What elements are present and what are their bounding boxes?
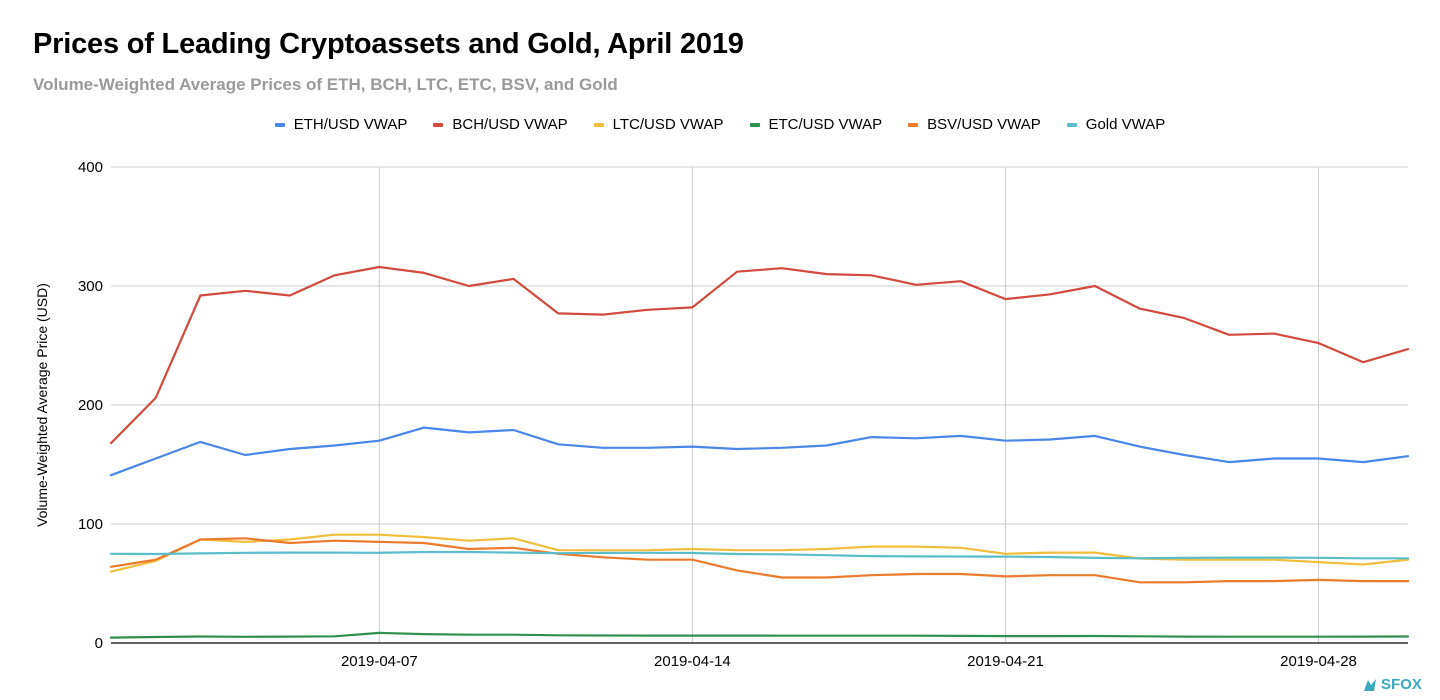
fox-icon [1364,678,1376,691]
x-tick-label: 2019-04-21 [967,653,1044,670]
legend-swatch [274,122,285,127]
legend-label: BSV/USD VWAP [927,116,1041,133]
chart-series [109,265,1410,639]
x-tick-label: 2019-04-14 [654,653,731,670]
legend-label: ETC/USD VWAP [768,116,883,133]
legend-label: LTC/USD VWAP [612,116,724,133]
legend-swatch [593,122,604,127]
chart-legend: ETH/USD VWAP BCH/USD VWAP LTC/USD VWAP ETC/… [0,116,1440,133]
y-tick-label: 0 [95,635,103,652]
legend-item: BCH/USD VWAP [433,116,568,133]
series-line-etc-usd-vwap [109,631,1410,639]
legend-label: Gold VWAP [1085,116,1166,133]
series-line-bch-usd-vwap [109,265,1410,445]
series-line-eth-usd-vwap [109,426,1410,477]
x-tick-label: 2019-04-07 [341,653,418,670]
legend-swatch [433,122,444,127]
y-tick-label: 400 [78,159,103,176]
legend-item: LTC/USD VWAP [593,116,724,133]
legend-label: ETH/USD VWAP [293,116,408,133]
legend-item: Gold VWAP [1066,116,1166,133]
y-tick-label: 300 [78,278,103,295]
y-axis-ticks: 0 100 200 300 400 [78,159,103,652]
chart-grid [111,166,1408,643]
legend-item: ETH/USD VWAP [274,116,408,133]
legend-item: ETC/USD VWAP [749,116,883,133]
legend-swatch [749,122,760,127]
x-tick-label: 2019-04-28 [1280,653,1357,670]
series-line-ltc-usd-vwap [109,533,1410,573]
series-line-gold-vwap [109,550,1410,560]
series-line-bsv-usd-vwap [109,537,1410,584]
chart-subtitle: Volume-Weighted Average Prices of ETH, B… [33,75,618,94]
y-tick-label: 100 [78,516,103,533]
legend-item: BSV/USD VWAP [908,116,1041,133]
x-axis-ticks: 2019-04-07 2019-04-14 2019-04-21 2019-04-28 [341,653,1357,670]
sfox-logo: SFOX [1362,676,1422,693]
y-tick-label: 200 [78,397,103,414]
legend-swatch [1066,122,1077,127]
legend-label: BCH/USD VWAP [452,116,568,133]
chart-title: Prices of Leading Cryptoassets and Gold,… [33,28,744,60]
legend-swatch [908,122,919,127]
logo-text: SFOX [1381,676,1422,693]
